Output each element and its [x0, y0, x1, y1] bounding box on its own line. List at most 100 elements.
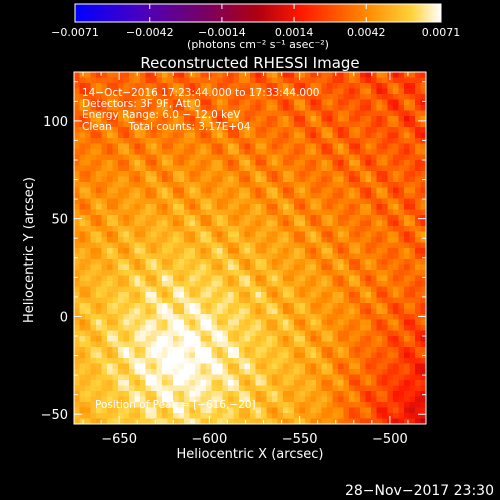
heatmap-cell [360, 336, 366, 342]
heatmap-cell [112, 270, 119, 276]
heatmap-cell [189, 171, 196, 177]
heatmap-cell [420, 380, 426, 386]
heatmap-cell [250, 83, 256, 89]
heatmap-cell [211, 336, 218, 342]
heatmap-cell [162, 88, 168, 95]
heatmap-cell [173, 237, 179, 243]
heatmap-cell [354, 132, 361, 139]
heatmap-cell [360, 88, 366, 95]
heatmap-cell [107, 275, 113, 282]
heatmap-cell [365, 330, 372, 337]
heatmap-cell [195, 165, 201, 172]
heatmap-cell [261, 154, 267, 161]
heatmap-cell [349, 248, 355, 254]
heatmap-cell [294, 209, 300, 216]
heatmap-cell [85, 418, 91, 424]
heatmap-cell [195, 77, 201, 84]
heatmap-cell [305, 83, 311, 89]
heatmap-cell [415, 116, 421, 122]
heatmap-cell [145, 303, 152, 309]
heatmap-cell [398, 330, 405, 337]
heatmap-cell [211, 319, 218, 326]
heatmap-cell [310, 297, 317, 304]
heatmap-cell [277, 242, 284, 249]
heatmap-cell [338, 319, 344, 326]
heatmap-cell [327, 154, 333, 161]
heatmap-cell [387, 286, 394, 293]
heatmap-cell [222, 380, 229, 386]
heatmap-cell [398, 407, 405, 414]
heatmap-cell [277, 165, 284, 172]
heatmap-cell [277, 176, 284, 183]
heatmap-cell [398, 303, 405, 309]
heatmap-cell [239, 160, 245, 166]
heatmap-cell [261, 88, 267, 95]
heatmap-cell [211, 253, 218, 260]
heatmap-cell [211, 182, 218, 188]
heatmap-cell [294, 286, 300, 293]
heatmap-cell [387, 226, 394, 232]
heatmap-cell [272, 347, 278, 353]
heatmap-cell [74, 187, 80, 194]
heatmap-cell [239, 231, 245, 238]
heatmap-cell [189, 374, 196, 381]
heatmap-cell [338, 105, 344, 111]
heatmap-cell [118, 297, 124, 304]
heatmap-cell [107, 72, 113, 78]
heatmap-cell [167, 165, 174, 172]
heatmap-cell [360, 418, 366, 424]
heatmap-cell [332, 413, 339, 419]
heatmap-cell [365, 341, 372, 348]
heatmap-cell [178, 418, 185, 424]
heatmap-cell [184, 231, 190, 238]
heatmap-cell [222, 286, 229, 293]
heatmap-cell [134, 105, 141, 111]
heatmap-cell [173, 380, 179, 386]
heatmap-cell [118, 314, 124, 320]
heatmap-cell [228, 176, 234, 183]
heatmap-cell [316, 237, 322, 243]
heatmap-cell [200, 380, 207, 386]
heatmap-cell [145, 127, 152, 133]
heatmap-cell [404, 330, 410, 337]
heatmap-cell [134, 358, 141, 364]
heatmap-cell [222, 330, 229, 337]
heatmap-cell [178, 385, 185, 392]
heatmap-cell [398, 110, 405, 117]
heatmap-cell [239, 407, 245, 414]
heatmap-cell [277, 308, 284, 315]
heatmap-cell [167, 154, 174, 161]
heatmap-cell [145, 165, 152, 172]
heatmap-cell [239, 325, 245, 331]
heatmap-cell [310, 319, 317, 326]
heatmap-cell [332, 160, 339, 166]
heatmap-cell [79, 77, 86, 84]
heatmap-cell [310, 402, 317, 408]
heatmap-cell [74, 325, 80, 331]
heatmap-cell [420, 242, 426, 249]
heatmap-cell [288, 259, 295, 265]
heatmap-cell [398, 72, 405, 78]
heatmap-cell [420, 127, 426, 133]
heatmap-cell [354, 121, 361, 128]
heatmap-cell [79, 281, 86, 287]
heatmap-cell [387, 215, 394, 221]
heatmap-cell [134, 165, 141, 172]
heatmap-cell [283, 248, 289, 254]
heatmap-cell [167, 380, 174, 386]
heatmap-cell [255, 275, 262, 282]
heatmap-cell [206, 226, 212, 232]
heatmap-cell [299, 160, 306, 166]
heatmap-cell [140, 418, 146, 424]
heatmap-cell [140, 330, 146, 337]
heatmap-cell [74, 341, 80, 348]
heatmap-cell [398, 193, 405, 199]
heatmap-cell [294, 242, 300, 249]
heatmap-cell [101, 253, 108, 260]
heatmap-cell [239, 330, 245, 337]
heatmap-cell [85, 391, 91, 397]
heatmap-cell [217, 138, 223, 144]
heatmap-cell [211, 110, 218, 117]
heatmap-cell [387, 325, 394, 331]
heatmap-cell [189, 88, 196, 95]
